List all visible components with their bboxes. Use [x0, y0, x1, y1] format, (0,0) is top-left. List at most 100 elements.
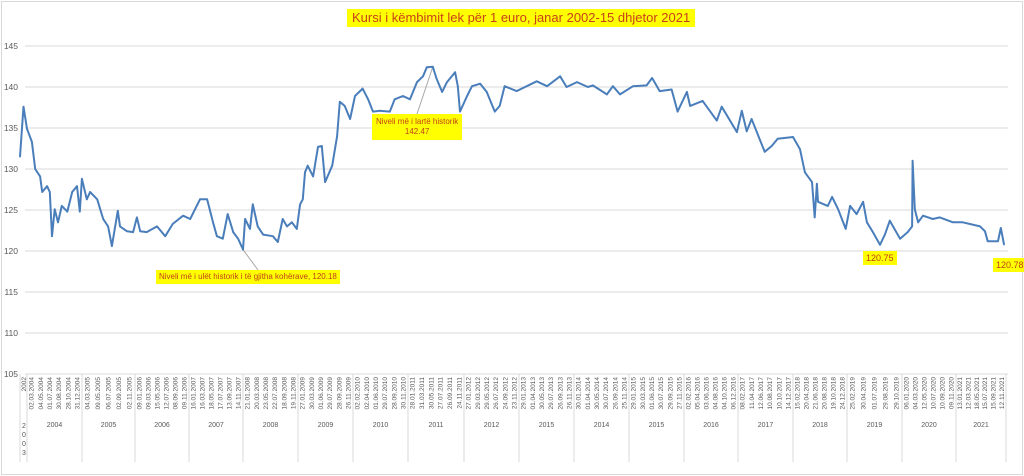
x-tick-date-label: 29.07.2010	[382, 377, 389, 410]
data-point	[591, 84, 594, 87]
x-tick-date-label: 12.05.2020	[922, 377, 929, 410]
x-tick-date-label: 26.11.2009	[345, 377, 352, 409]
x-tick-date-label: 02.04.2010	[364, 377, 371, 410]
data-point	[379, 109, 381, 112]
x-tick-date-label: 09.03.2006	[146, 377, 153, 410]
data-point	[372, 110, 374, 113]
x-tick-date-label: 08.09.2006	[173, 377, 180, 410]
data-point	[276, 241, 279, 243]
data-point	[471, 85, 473, 87]
data-point	[911, 160, 914, 162]
data-point	[879, 244, 881, 246]
data-point	[286, 225, 288, 228]
x-tick-date-label: 28.10.2004	[65, 377, 72, 410]
data-point	[299, 203, 301, 206]
x-tick-date-label: 20.04.2018	[804, 377, 811, 410]
data-point	[416, 81, 418, 83]
x-year-label: 2008	[263, 422, 279, 429]
data-point	[844, 228, 847, 230]
data-point	[96, 198, 98, 201]
data-point	[117, 210, 119, 212]
data-point	[961, 221, 964, 224]
x-year-label: 2005	[101, 422, 117, 429]
data-point	[866, 221, 868, 224]
data-point	[354, 95, 356, 97]
data-point	[171, 223, 174, 225]
data-point	[304, 171, 306, 174]
x-tick-date-label: 02.02.2010	[355, 377, 362, 410]
x-tick-date-label: 30.01.2014	[576, 377, 583, 410]
x-tick-date-label: 28.09.2010	[391, 377, 398, 410]
data-point	[855, 213, 858, 215]
data-point	[811, 181, 813, 183]
data-point	[41, 191, 44, 193]
x-tick-date-label: 27.11.2015	[676, 377, 683, 409]
x-tick-date-label: 27.01.2009	[300, 377, 307, 410]
x-tick-date-label: 30.03.2015	[640, 377, 647, 410]
data-point	[432, 65, 434, 68]
x-tick-date-label: 29.05.2012	[484, 377, 491, 410]
x-tick-date-label: 26.07.2012	[493, 377, 500, 410]
y-tick-label: 145	[4, 41, 18, 51]
x-tick-date-label: 01.07.2019	[872, 377, 879, 410]
x-tick-date-label: 15.05.2006	[155, 377, 162, 410]
x-tick-date-label: 30.05.2011	[428, 377, 435, 409]
data-point	[689, 105, 691, 107]
annotation-leader-low	[242, 249, 259, 271]
data-point	[57, 221, 59, 224]
gridlines	[25, 45, 1008, 334]
x-tick-date-label: 12.03.2021	[966, 377, 973, 410]
data-point	[212, 221, 214, 224]
x-year-label: 2	[22, 423, 26, 430]
data-point	[361, 87, 364, 90]
x-tick-date-label: 04.05.2004	[38, 377, 45, 410]
x-tick-date-label: 08.02.2017	[740, 377, 747, 410]
data-point	[770, 145, 773, 147]
data-point	[632, 85, 634, 87]
x-tick-date-label: 19.10.2018	[831, 377, 838, 410]
data-point	[546, 85, 548, 87]
data-point	[479, 82, 481, 85]
x-tick-date-label: 18.05.2021	[974, 377, 981, 410]
data-point	[66, 210, 69, 213]
x-year-label: 0	[22, 432, 26, 439]
x-year-label: 2020	[921, 422, 937, 429]
data-point	[139, 230, 141, 233]
data-point	[126, 230, 128, 233]
x-tick-date-label: 31.03.2011	[419, 377, 426, 409]
annotation-high-value: 142.47	[404, 127, 430, 136]
x-tick-date-label: 23.11.2012	[511, 377, 518, 409]
data-point	[216, 235, 218, 238]
data-point	[402, 95, 404, 97]
x-tick-date-label: 29.10.2019	[894, 377, 901, 410]
x-tick-date-label: 09.11.2006	[182, 377, 189, 409]
data-point	[651, 77, 653, 79]
x-tick-date-label: 29.07.2009	[327, 377, 334, 410]
data-point	[222, 237, 224, 240]
x-tick-date-label: 29.01.2015	[631, 377, 638, 410]
data-point	[189, 218, 191, 220]
data-point	[576, 81, 578, 83]
y-tick-label: 140	[4, 82, 18, 92]
y-tick-label: 125	[4, 205, 18, 215]
x-year-label: 2015	[539, 422, 555, 429]
data-point	[804, 171, 806, 174]
data-point	[86, 198, 88, 201]
data-point	[816, 182, 818, 185]
x-tick-date-label: 09.11.2020	[949, 377, 956, 409]
x-year-label: 2015	[649, 422, 665, 429]
data-point	[763, 150, 766, 153]
x-year-label: 3	[22, 450, 26, 457]
data-point	[251, 203, 254, 206]
data-point	[979, 225, 981, 228]
data-point	[317, 146, 319, 148]
annotation-historic-high: Niveli më i lartë historik 142.47	[372, 114, 463, 140]
data-point	[199, 198, 201, 201]
data-point	[367, 98, 369, 101]
data-point	[922, 214, 924, 217]
x-tick-date-label: 18.05.2007	[209, 377, 216, 410]
x-year-label: 2010	[373, 422, 389, 429]
x-tick-date-label: 28.01.2011	[410, 377, 417, 409]
data-point	[849, 205, 851, 207]
data-point	[745, 130, 748, 133]
